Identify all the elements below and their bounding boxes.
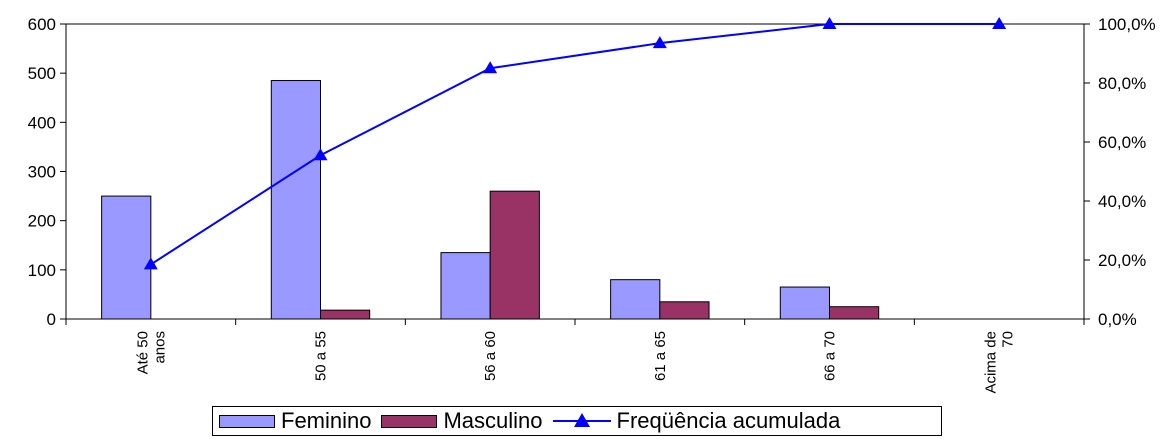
marker-frequencia-acumulada — [143, 257, 158, 270]
y-left-tick-label: 600 — [28, 15, 56, 34]
marker-frequencia-acumulada — [483, 61, 498, 74]
x-category-label: Acima de — [983, 331, 1000, 394]
legend-label-frequencia: Freqüência acumulada — [616, 408, 841, 433]
bar-feminino — [440, 252, 491, 320]
legend-item-feminino: Feminino — [219, 408, 371, 434]
y-right-tick-label: 80,0% — [1098, 74, 1146, 93]
x-category-label: 61 a 65 — [652, 331, 669, 381]
legend-swatch-feminino — [219, 414, 275, 428]
bar-feminino — [270, 80, 321, 320]
marker-frequencia-acumulada — [992, 17, 1007, 29]
x-category-label: anos — [151, 331, 168, 364]
bar-feminino — [779, 286, 831, 320]
y-left-tick-label: 300 — [28, 163, 56, 182]
legend-swatch-masculino — [381, 414, 438, 428]
line-frequencia-acumulada — [150, 23, 1000, 266]
legend-swatch-frequencia — [552, 413, 611, 427]
x-category-label: Até 50 — [134, 331, 151, 374]
x-category-label: 56 a 60 — [482, 331, 499, 381]
y-right-tick-label: 60,0% — [1098, 133, 1146, 152]
x-category-label: 70 — [1000, 331, 1017, 348]
y-left-tick-label: 400 — [28, 113, 56, 132]
x-category-label: 66 a 70 — [822, 331, 839, 381]
legend-label-masculino: Masculino — [443, 408, 543, 433]
bar-feminino — [610, 279, 661, 320]
y-left-tick-label: 500 — [28, 64, 56, 83]
x-category-label: 50 a 55 — [313, 331, 330, 381]
legend-item-frequencia: Freqüência acumulada — [552, 408, 841, 434]
y-left-tick-label: 200 — [28, 212, 56, 231]
y-right-tick-label: 100,0% — [1098, 15, 1156, 34]
y-right-tick-label: 20,0% — [1098, 251, 1146, 270]
marker-frequencia-acumulada — [652, 36, 667, 49]
bar-masculino — [320, 309, 371, 320]
marker-frequencia-acumulada — [822, 17, 837, 29]
bar-masculino — [659, 301, 710, 320]
bar-feminino — [101, 195, 152, 320]
marker-frequencia-acumulada — [313, 148, 328, 161]
legend-label-feminino: Feminino — [281, 408, 372, 433]
y-right-tick-label: 0,0% — [1098, 310, 1137, 329]
chart-legend: Feminino Masculino Freqüência acumulada — [212, 406, 942, 436]
pareto-chart: 0 100 200 300 400 500 600 0,0% 20,0% 40,0% 60,0% 80… — [28, 15, 1156, 394]
y-left-tick-label: 0 — [47, 310, 56, 329]
bar-masculino — [489, 190, 540, 320]
plot-area — [65, 23, 1085, 320]
y-left-tick-label: 100 — [28, 261, 56, 280]
legend-item-masculino: Masculino — [381, 408, 543, 434]
bar-masculino — [829, 306, 880, 320]
y-right-tick-label: 40,0% — [1098, 192, 1146, 211]
